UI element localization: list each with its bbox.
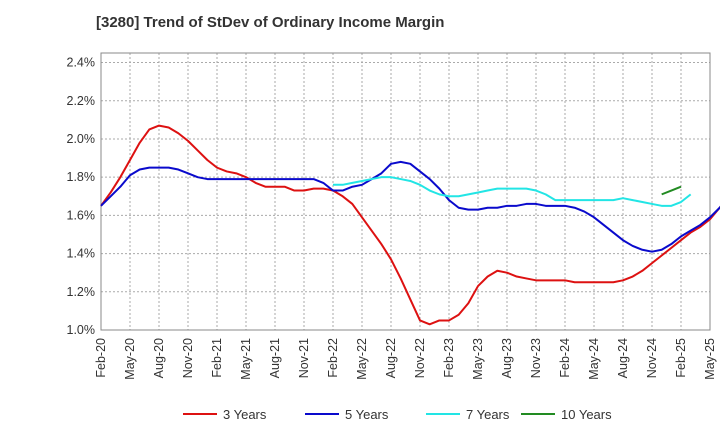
y-axis-ticks: 1.0% 1.2% 1.4% 1.6% 1.8% 2.0% 2.2% 2.4% bbox=[67, 56, 96, 337]
x-tick-label: Aug-22 bbox=[384, 338, 398, 378]
legend-label: 3 Years bbox=[223, 407, 267, 422]
x-tick-label: Feb-23 bbox=[442, 338, 456, 378]
chart-title: [3280] Trend of StDev of Ordinary Income… bbox=[96, 14, 445, 31]
series-line-7-years bbox=[333, 176, 692, 207]
x-tick-label: Nov-20 bbox=[181, 338, 195, 378]
y-tick-label: 1.4% bbox=[67, 247, 96, 261]
y-tick-label: 1.2% bbox=[67, 285, 96, 299]
y-tick-label: 2.2% bbox=[67, 94, 96, 108]
x-tick-label: Aug-20 bbox=[152, 338, 166, 378]
series-line-5-years bbox=[100, 160, 720, 253]
x-tick-label: May-24 bbox=[587, 338, 601, 380]
x-tick-label: May-25 bbox=[703, 338, 717, 380]
x-tick-label: Aug-24 bbox=[616, 338, 630, 378]
x-tick-label: Nov-23 bbox=[529, 338, 543, 378]
x-tick-label: Feb-20 bbox=[94, 338, 108, 378]
x-tick-label: May-22 bbox=[355, 338, 369, 380]
y-tick-label: 1.8% bbox=[67, 170, 96, 184]
series-line-10-years bbox=[661, 185, 682, 196]
x-tick-label: Nov-24 bbox=[645, 338, 659, 378]
y-tick-label: 1.6% bbox=[67, 208, 96, 222]
legend-label: 5 Years bbox=[345, 407, 389, 422]
y-tick-label: 1.0% bbox=[67, 323, 96, 337]
x-tick-label: Nov-22 bbox=[413, 338, 427, 378]
x-tick-label: May-21 bbox=[239, 338, 253, 380]
x-tick-label: May-20 bbox=[123, 338, 137, 380]
x-tick-label: Feb-22 bbox=[326, 338, 340, 378]
legend-label: 7 Years bbox=[466, 407, 510, 422]
legend: 3 Years 5 Years 7 Years 10 Years bbox=[183, 407, 612, 422]
x-tick-label: Feb-21 bbox=[210, 338, 224, 378]
x-tick-label: Aug-21 bbox=[268, 338, 282, 378]
series-line-3-years bbox=[100, 124, 720, 326]
x-tick-label: May-23 bbox=[471, 338, 485, 380]
x-tick-label: Feb-25 bbox=[674, 338, 688, 378]
x-tick-label: Aug-23 bbox=[500, 338, 514, 378]
x-tick-label: Nov-21 bbox=[297, 338, 311, 378]
x-axis-ticks: Feb-20 May-20 Aug-20 Nov-20 Feb-21 May-21 Aug-… bbox=[94, 338, 717, 380]
x-tick-label: Feb-24 bbox=[558, 338, 572, 378]
plot-border bbox=[100, 52, 711, 331]
y-tick-label: 2.4% bbox=[67, 56, 96, 70]
y-tick-label: 2.0% bbox=[67, 132, 96, 146]
legend-label: 10 Years bbox=[561, 407, 612, 422]
series-lines bbox=[100, 124, 720, 326]
